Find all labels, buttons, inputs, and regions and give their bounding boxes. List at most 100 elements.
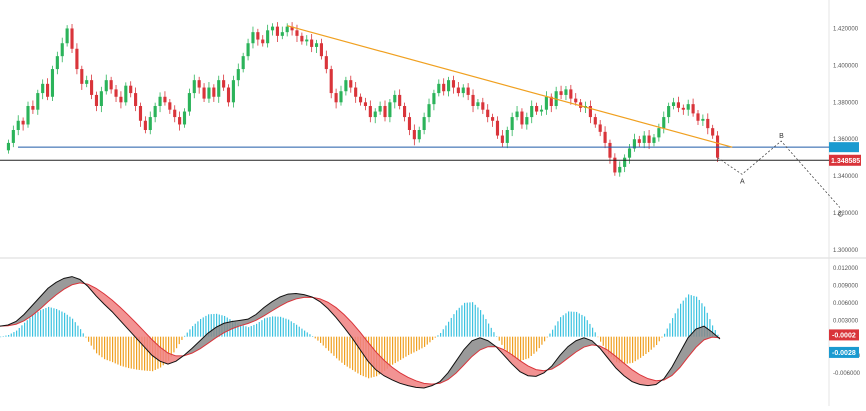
candle-body[interactable] bbox=[178, 117, 182, 125]
candle-body[interactable] bbox=[559, 91, 563, 95]
candle-body[interactable] bbox=[598, 124, 602, 132]
candle-body[interactable] bbox=[109, 80, 113, 90]
candle-body[interactable] bbox=[676, 102, 680, 108]
candle-body[interactable] bbox=[104, 80, 108, 92]
candle-body[interactable] bbox=[632, 139, 636, 149]
candle-body[interactable] bbox=[627, 148, 632, 158]
candle-body[interactable] bbox=[148, 117, 152, 130]
candle-body[interactable] bbox=[266, 30, 270, 44]
candle-body[interactable] bbox=[510, 117, 514, 130]
candle-body[interactable] bbox=[505, 130, 509, 143]
candle-body[interactable] bbox=[647, 135, 651, 143]
candle-body[interactable] bbox=[212, 87, 216, 97]
candle-body[interactable] bbox=[334, 93, 338, 103]
candle-body[interactable] bbox=[153, 106, 157, 118]
candle-body[interactable] bbox=[471, 94, 475, 106]
candle-body[interactable] bbox=[256, 32, 260, 40]
candle-body[interactable] bbox=[662, 117, 666, 129]
candle-body[interactable] bbox=[241, 56, 245, 70]
candle-body[interactable] bbox=[588, 106, 592, 118]
candle-body[interactable] bbox=[442, 83, 446, 92]
candle-body[interactable] bbox=[461, 87, 465, 94]
candle-body[interactable] bbox=[246, 43, 250, 57]
candle-body[interactable] bbox=[280, 32, 284, 36]
candle-body[interactable] bbox=[667, 106, 671, 118]
candle-body[interactable] bbox=[368, 106, 372, 118]
candle-body[interactable] bbox=[593, 117, 597, 125]
candle-body[interactable] bbox=[637, 139, 641, 143]
candle-body[interactable] bbox=[231, 80, 235, 103]
candle-body[interactable] bbox=[70, 28, 74, 49]
candle-body[interactable] bbox=[182, 111, 187, 125]
candle-body[interactable] bbox=[608, 142, 612, 158]
candle-body[interactable] bbox=[21, 120, 25, 125]
candle-body[interactable] bbox=[329, 69, 333, 94]
candle-body[interactable] bbox=[129, 85, 133, 94]
wave-projection-path[interactable] bbox=[717, 140, 841, 208]
candle-body[interactable] bbox=[393, 94, 397, 103]
candle-body[interactable] bbox=[55, 56, 59, 70]
candle-body[interactable] bbox=[686, 104, 690, 110]
candle-body[interactable] bbox=[520, 111, 524, 125]
candle-body[interactable] bbox=[275, 26, 279, 36]
candle-body[interactable] bbox=[535, 106, 539, 112]
candle-body[interactable] bbox=[310, 39, 314, 47]
candle-body[interactable] bbox=[99, 91, 103, 106]
candle-body[interactable] bbox=[383, 106, 387, 118]
candle-body[interactable] bbox=[358, 96, 363, 103]
candle-body[interactable] bbox=[222, 80, 226, 88]
candle-body[interactable] bbox=[202, 87, 206, 99]
candle-body[interactable] bbox=[251, 32, 255, 44]
candle-body[interactable] bbox=[114, 89, 118, 97]
candle-body[interactable] bbox=[427, 104, 431, 118]
candle-body[interactable] bbox=[618, 166, 622, 173]
candle-body[interactable] bbox=[715, 135, 720, 158]
candle-body[interactable] bbox=[486, 109, 490, 118]
candle-body[interactable] bbox=[26, 106, 30, 125]
candle-body[interactable] bbox=[349, 80, 353, 88]
candle-body[interactable] bbox=[354, 87, 358, 97]
candle-body[interactable] bbox=[623, 157, 627, 167]
candle-body[interactable] bbox=[85, 80, 89, 84]
candle-body[interactable] bbox=[290, 26, 294, 31]
macd-line[interactable] bbox=[0, 276, 721, 389]
candle-body[interactable] bbox=[138, 106, 143, 121]
candle-body[interactable] bbox=[319, 43, 323, 57]
candle-body[interactable] bbox=[495, 120, 500, 136]
candle-body[interactable] bbox=[652, 137, 656, 143]
candle-body[interactable] bbox=[36, 93, 40, 110]
candle-body[interactable] bbox=[491, 117, 495, 121]
candle-body[interactable] bbox=[711, 128, 715, 136]
candle-body[interactable] bbox=[192, 80, 196, 94]
candle-body[interactable] bbox=[530, 106, 534, 118]
candle-body[interactable] bbox=[270, 26, 275, 31]
macd-signal-line[interactable] bbox=[0, 282, 721, 385]
candle-body[interactable] bbox=[574, 98, 578, 103]
candle-body[interactable] bbox=[324, 56, 328, 70]
candle-body[interactable] bbox=[31, 106, 35, 110]
candle-body[interactable] bbox=[143, 120, 147, 130]
candle-body[interactable] bbox=[701, 118, 705, 121]
candle-body[interactable] bbox=[285, 26, 289, 33]
candle-body[interactable] bbox=[398, 94, 402, 106]
candle-body[interactable] bbox=[437, 83, 441, 94]
candle-body[interactable] bbox=[65, 28, 69, 44]
candle-body[interactable] bbox=[476, 102, 480, 106]
candle-body[interactable] bbox=[549, 96, 553, 106]
candle-body[interactable] bbox=[158, 96, 162, 106]
candle-body[interactable] bbox=[11, 130, 15, 143]
candle-body[interactable] bbox=[466, 87, 470, 95]
candle-body[interactable] bbox=[603, 131, 607, 143]
price-pane[interactable]: 1.420000 1.400000 1.380000 1.360000 1.340000… bbox=[0, 22, 861, 254]
candle-body[interactable] bbox=[657, 128, 661, 138]
candle-body[interactable] bbox=[417, 130, 421, 140]
candle-body[interactable] bbox=[388, 102, 392, 118]
candle-body[interactable] bbox=[207, 87, 211, 99]
candle-body[interactable] bbox=[60, 43, 64, 57]
candle-body[interactable] bbox=[544, 96, 548, 110]
candle-body[interactable] bbox=[373, 111, 377, 118]
candle-body[interactable] bbox=[50, 69, 55, 97]
candle-body[interactable] bbox=[226, 87, 231, 103]
candle-body[interactable] bbox=[706, 118, 710, 129]
candle-body[interactable] bbox=[197, 80, 201, 88]
